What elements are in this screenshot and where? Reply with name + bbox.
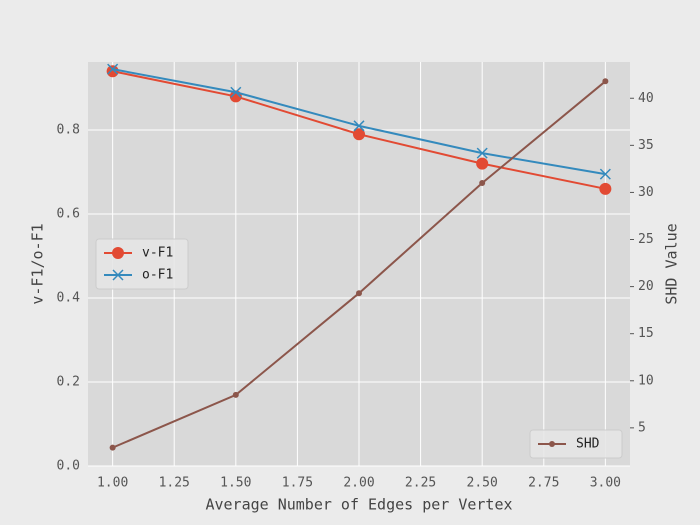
x-tick-label: 2.50 <box>467 476 498 491</box>
y2-tick-label: 35 <box>638 138 654 153</box>
x-tick-label: 2.00 <box>343 476 374 491</box>
marker-stroke <box>230 86 242 98</box>
legend-label: SHD <box>576 437 600 452</box>
y2-tick-label: 5 <box>638 420 646 435</box>
x-tick-label: 1.75 <box>282 476 313 491</box>
marker <box>602 78 609 85</box>
x-tick-label: 1.00 <box>97 476 128 491</box>
marker <box>476 157 489 170</box>
x-tick-label: 2.75 <box>528 476 559 491</box>
y-tick-label: 0.8 <box>57 123 80 138</box>
y-tick-label: 0.4 <box>57 291 81 306</box>
marker <box>599 168 611 180</box>
marker <box>599 182 612 195</box>
marker <box>549 441 555 447</box>
y-axis-label: v-F1/o-F1 <box>29 223 47 304</box>
x-tick-label: 1.25 <box>159 476 190 491</box>
legend-box <box>529 429 623 459</box>
marker <box>232 391 239 398</box>
marker <box>106 65 119 78</box>
legend-label: v-F1 <box>142 246 173 261</box>
marker-stroke <box>476 147 488 159</box>
marker <box>476 147 488 159</box>
x-tick-label: 3.00 <box>590 476 621 491</box>
y2-tick-label: 10 <box>638 373 654 388</box>
y2-tick-label: 40 <box>638 91 654 106</box>
marker <box>356 290 362 297</box>
marker <box>109 444 116 451</box>
legend: SHD <box>529 429 623 459</box>
marker-stroke <box>353 120 365 132</box>
marker <box>112 247 124 259</box>
marker <box>230 86 242 98</box>
marker-stroke <box>107 63 119 75</box>
x-tick-label: 2.25 <box>405 476 436 491</box>
x-tick-label: 1.50 <box>220 476 251 491</box>
marker <box>353 120 365 132</box>
marker-stroke <box>599 168 611 180</box>
y2-tick-label: 25 <box>638 232 654 247</box>
legend: v-F1 o-F1 <box>95 238 189 290</box>
y-tick-label: 0.6 <box>57 207 80 222</box>
x-axis-label: Average Number of Edges per Vertex <box>205 496 512 514</box>
y2-axis-label: SHD Value <box>663 223 681 304</box>
marker <box>107 63 119 75</box>
y2-tick-label: 30 <box>638 185 654 200</box>
y2-tick-label: 15 <box>638 326 654 341</box>
marker <box>479 180 486 187</box>
marker-stroke <box>112 269 124 281</box>
y-tick-label: 0.2 <box>57 375 80 390</box>
y-tick-label: 0.0 <box>57 459 80 474</box>
marker <box>112 269 124 281</box>
marker <box>353 128 365 141</box>
legend-label: o-F1 <box>142 268 173 283</box>
y2-tick-label: 20 <box>638 279 654 294</box>
